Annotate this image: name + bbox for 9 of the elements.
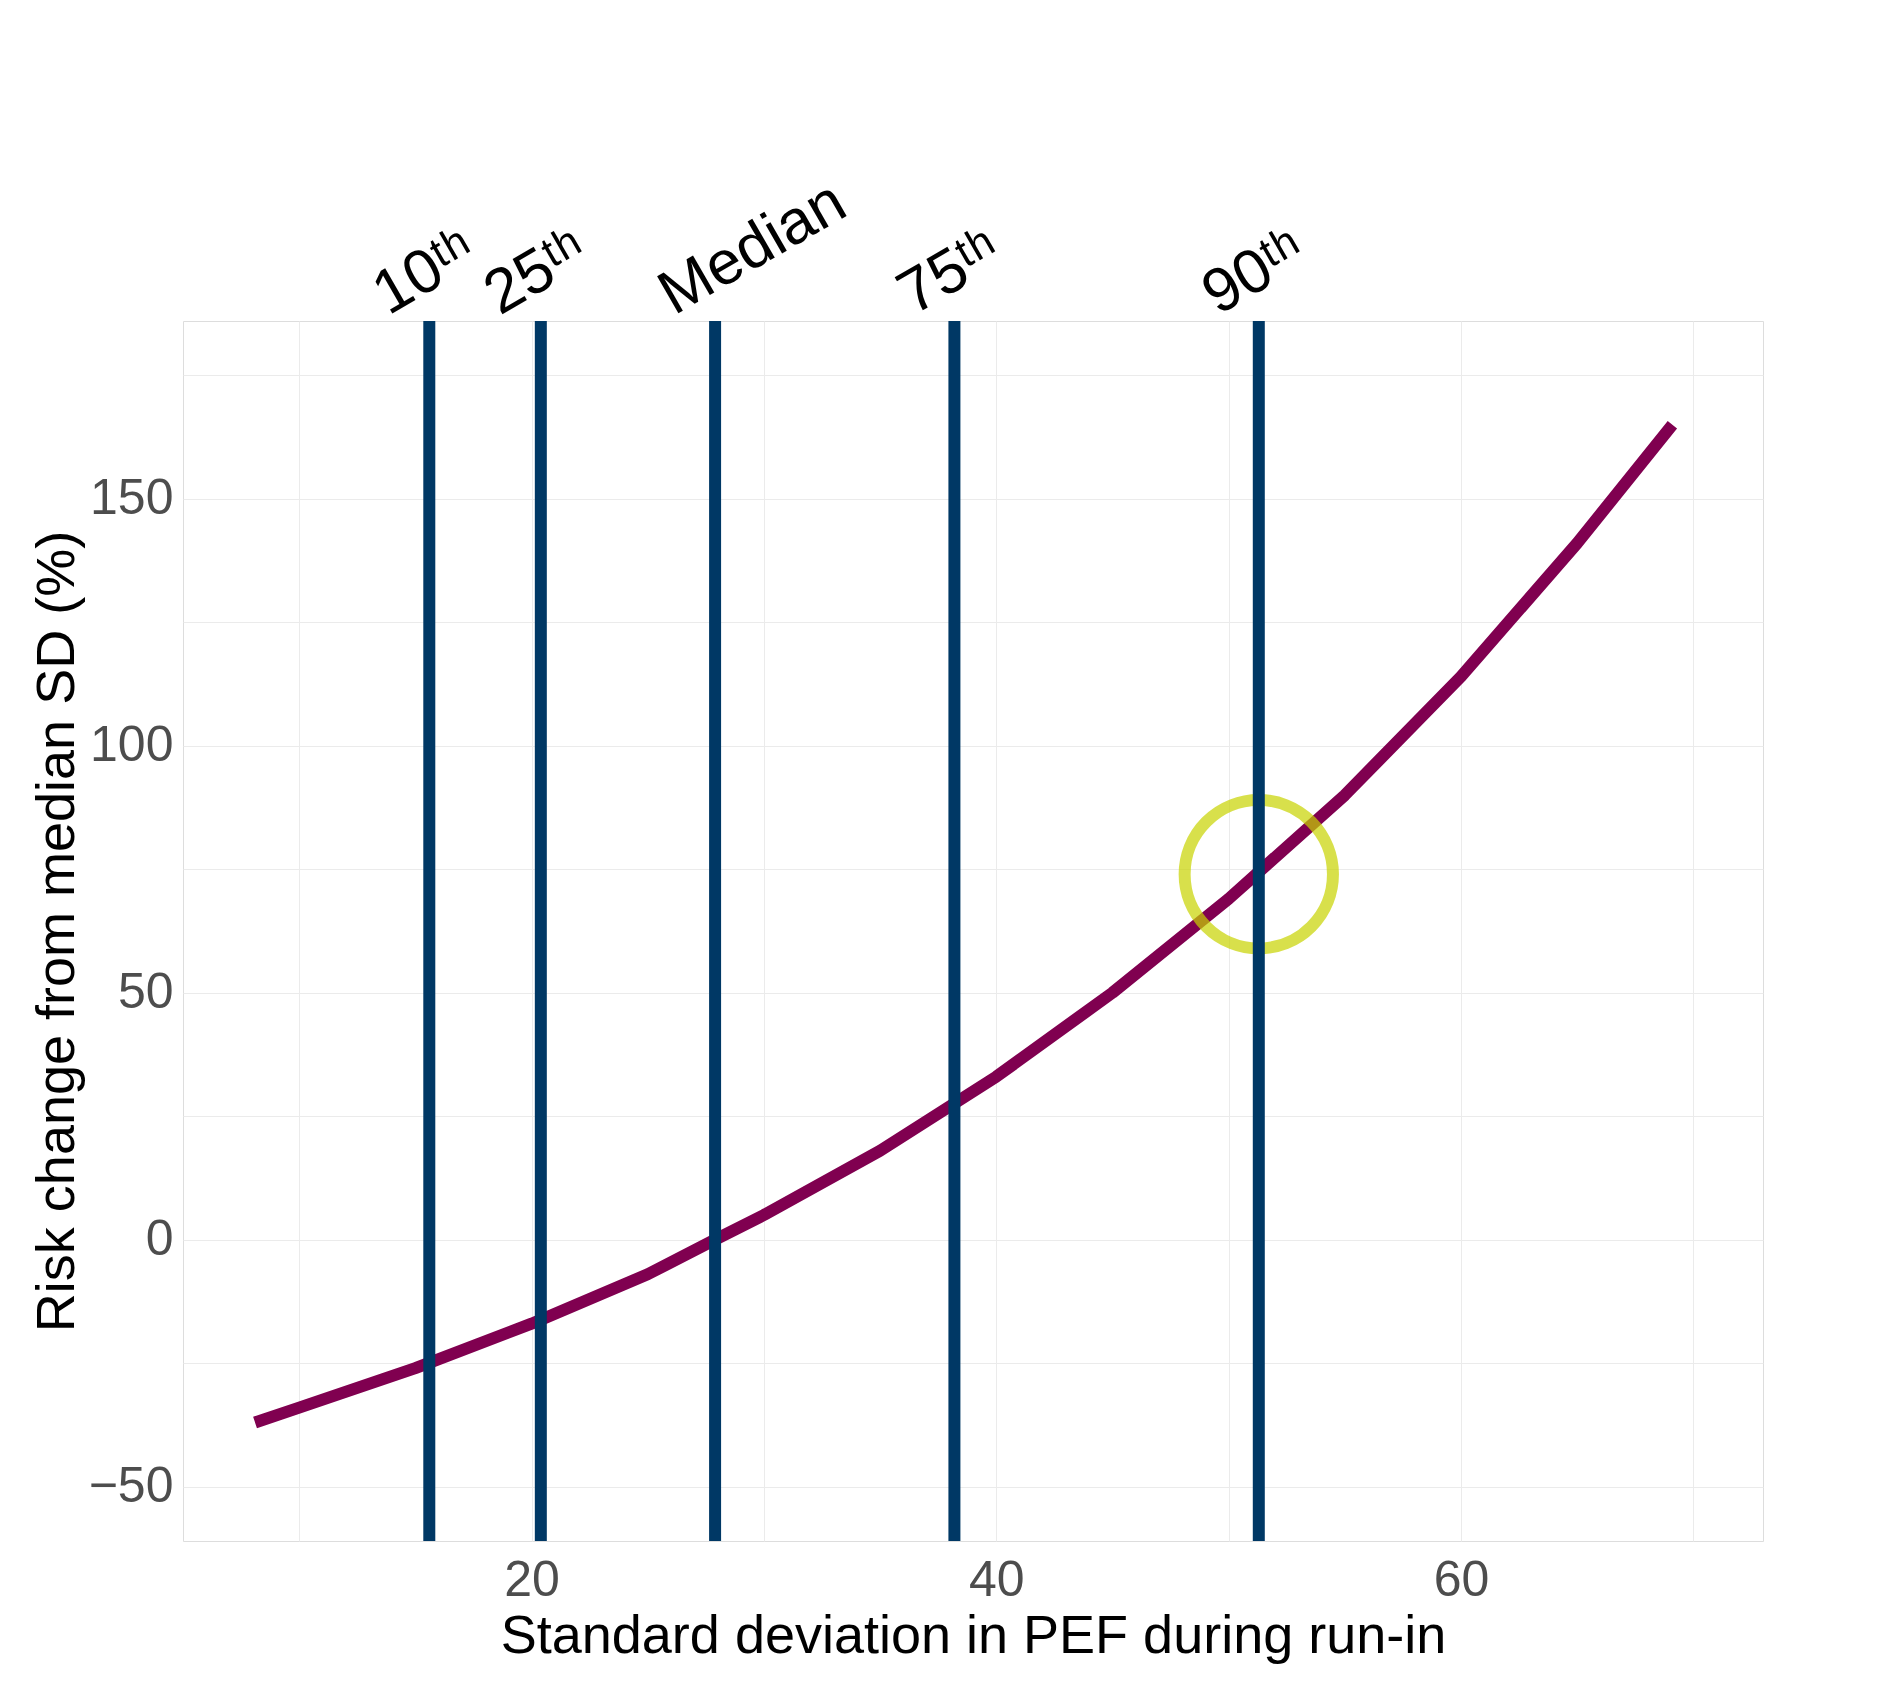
- y-tick-label: 100: [90, 716, 174, 773]
- y-tick-label: 150: [90, 469, 174, 526]
- y-tick-label: 50: [117, 963, 174, 1020]
- ref-line-label: 75ᵗʰ: [885, 214, 1012, 327]
- y-tick-label: 0: [145, 1210, 174, 1267]
- ref-line-label: 90ᵗʰ: [1189, 214, 1317, 327]
- y-tick-label: −50: [88, 1457, 174, 1514]
- ref-line-label: 25ᵗʰ: [471, 214, 599, 327]
- y-axis-title: Risk change from median SD (%): [24, 530, 85, 1333]
